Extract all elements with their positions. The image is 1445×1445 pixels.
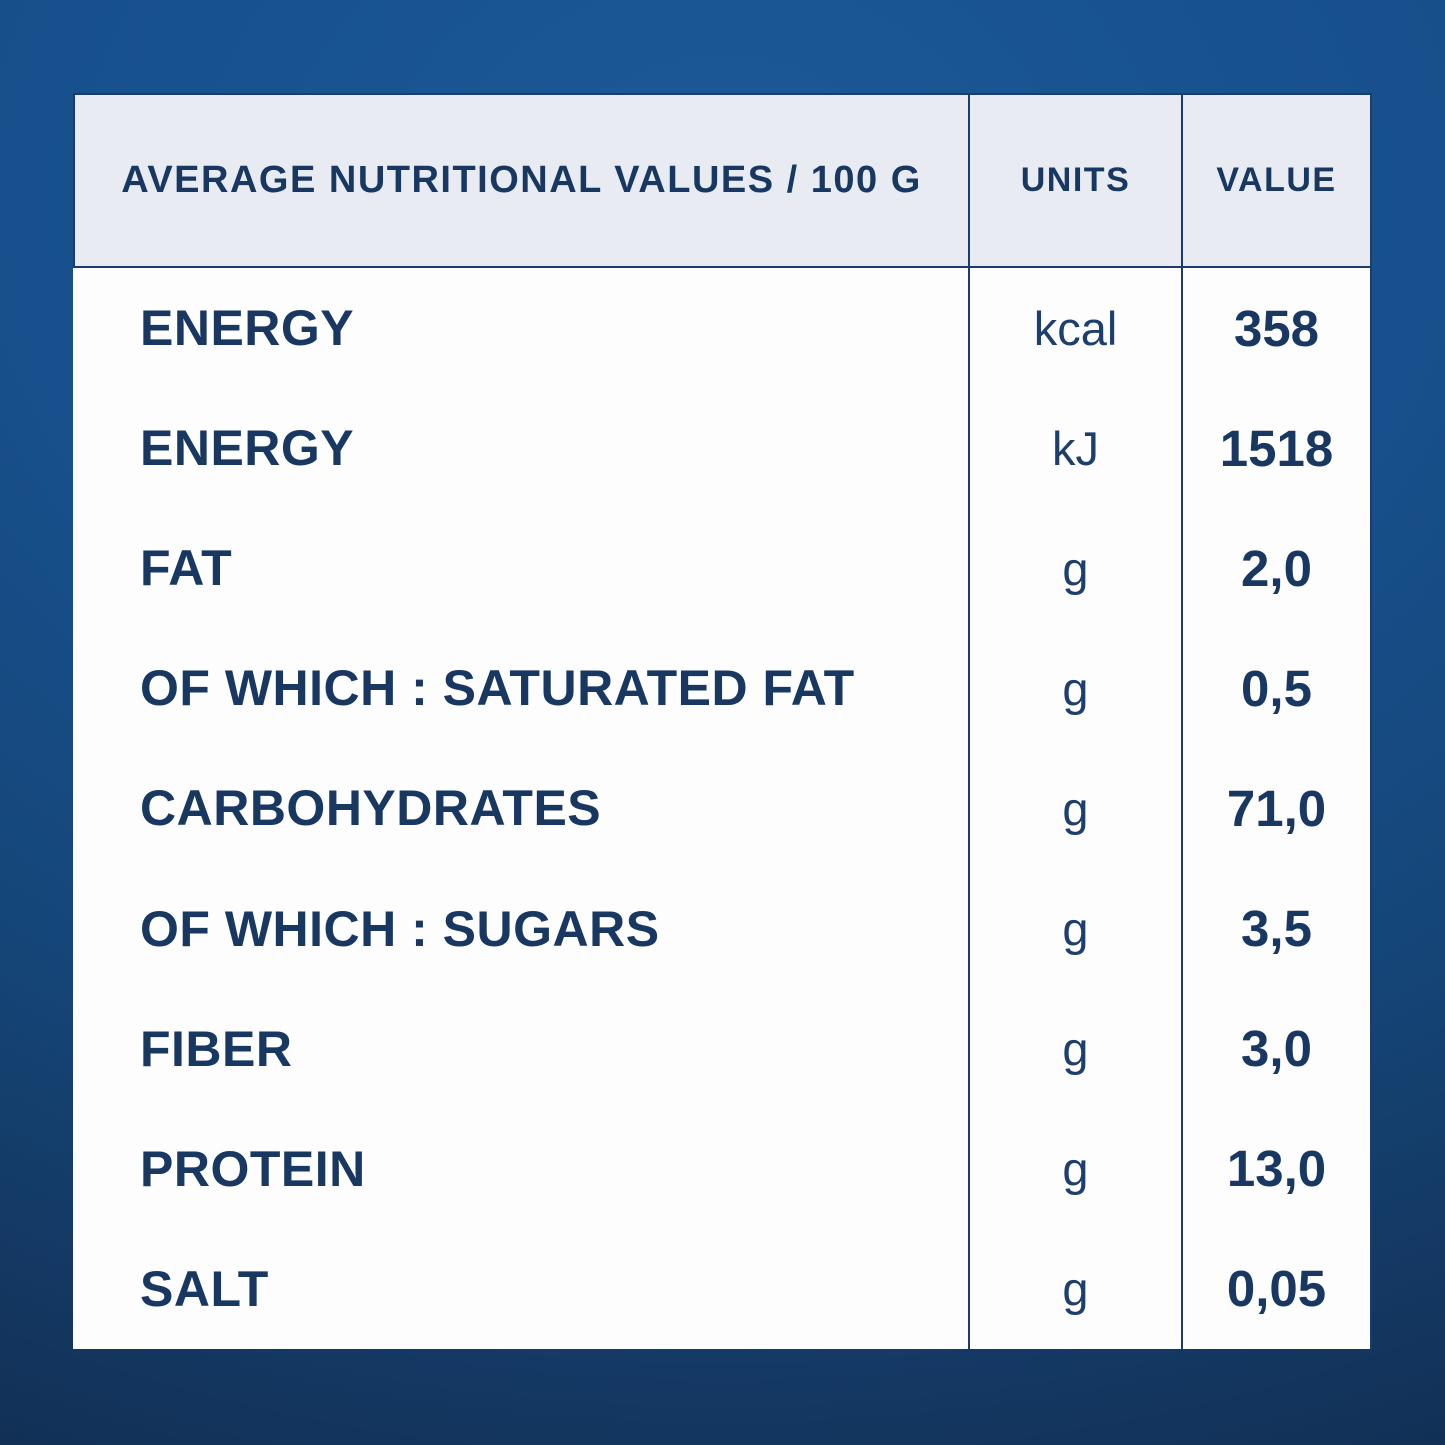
nutrient-label: CARBOHYDRATES xyxy=(73,748,970,869)
nutrient-unit: g xyxy=(970,508,1183,629)
nutrient-unit: g xyxy=(970,1228,1183,1349)
nutrient-label: ENERGY xyxy=(73,268,970,389)
header-value: VALUE xyxy=(1183,93,1372,268)
nutrient-label: FIBER xyxy=(73,988,970,1109)
nutrient-label: OF WHICH : SATURATED FAT xyxy=(73,628,970,749)
nutrient-label: FAT xyxy=(73,508,970,629)
nutrient-value: 0,05 xyxy=(1183,1228,1372,1349)
nutrient-value: 2,0 xyxy=(1183,508,1372,629)
nutrient-label: OF WHICH : SUGARS xyxy=(73,868,970,989)
nutrient-unit: g xyxy=(970,628,1183,749)
nutrition-table: AVERAGE NUTRITIONAL VALUES / 100 G UNITS… xyxy=(73,93,1372,1349)
nutrient-unit: g xyxy=(970,868,1183,989)
nutrient-unit: g xyxy=(970,1108,1183,1229)
nutrient-label: PROTEIN xyxy=(73,1108,970,1229)
nutrient-value: 71,0 xyxy=(1183,748,1372,869)
nutrient-value: 358 xyxy=(1183,268,1372,389)
nutrient-unit: kJ xyxy=(970,388,1183,509)
nutrient-value: 0,5 xyxy=(1183,628,1372,749)
header-nutrients: AVERAGE NUTRITIONAL VALUES / 100 G xyxy=(73,93,970,268)
nutrient-label: ENERGY xyxy=(73,388,970,509)
nutrient-unit: kcal xyxy=(970,268,1183,389)
nutrient-label: SALT xyxy=(73,1228,970,1349)
nutrient-unit: g xyxy=(970,988,1183,1109)
nutrient-value: 3,5 xyxy=(1183,868,1372,989)
nutrient-unit: g xyxy=(970,748,1183,869)
nutrient-value: 3,0 xyxy=(1183,988,1372,1109)
header-units: UNITS xyxy=(970,93,1183,268)
nutrient-value: 13,0 xyxy=(1183,1108,1372,1229)
nutrient-value: 1518 xyxy=(1183,388,1372,509)
